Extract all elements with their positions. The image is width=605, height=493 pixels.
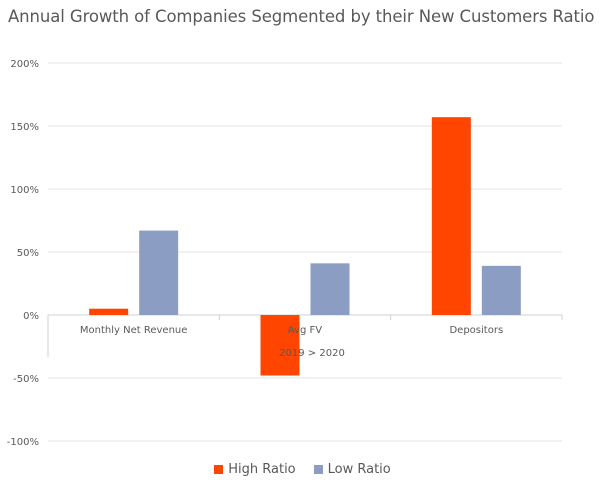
chart-legend: High Ratio Low Ratio [0, 462, 605, 477]
x-category-label: Depositors [449, 325, 503, 336]
bar-high-ratio [260, 315, 300, 376]
bar-low-ratio [139, 230, 179, 315]
legend-item-low-ratio: Low Ratio [313, 462, 391, 477]
legend-item-high-ratio: High Ratio [214, 462, 296, 477]
chart-title: Annual Growth of Companies Segmented by … [8, 7, 595, 26]
y-tick-label: -50% [13, 374, 39, 385]
legend-swatch-low-ratio [313, 465, 323, 474]
bar-low-ratio [310, 263, 350, 315]
x-category-label: Avg FV [288, 325, 322, 336]
bar-high-ratio [431, 117, 471, 316]
bar-low-ratio [481, 265, 521, 315]
y-tick-label: 150% [10, 122, 39, 133]
legend-label-high-ratio: High Ratio [228, 462, 296, 477]
y-tick-label: -100% [7, 437, 39, 448]
x-category-label: Monthly Net Revenue [80, 325, 188, 336]
y-tick-label: 50% [17, 248, 39, 259]
y-tick-label: 0% [23, 311, 39, 322]
y-tick-label: 100% [10, 185, 39, 196]
bar-high-ratio [89, 308, 129, 315]
legend-label-low-ratio: Low Ratio [327, 462, 391, 477]
legend-swatch-high-ratio [214, 465, 224, 474]
y-tick-label: 200% [10, 59, 39, 70]
x-axis-group-label: 2019 > 2020 [279, 348, 345, 359]
